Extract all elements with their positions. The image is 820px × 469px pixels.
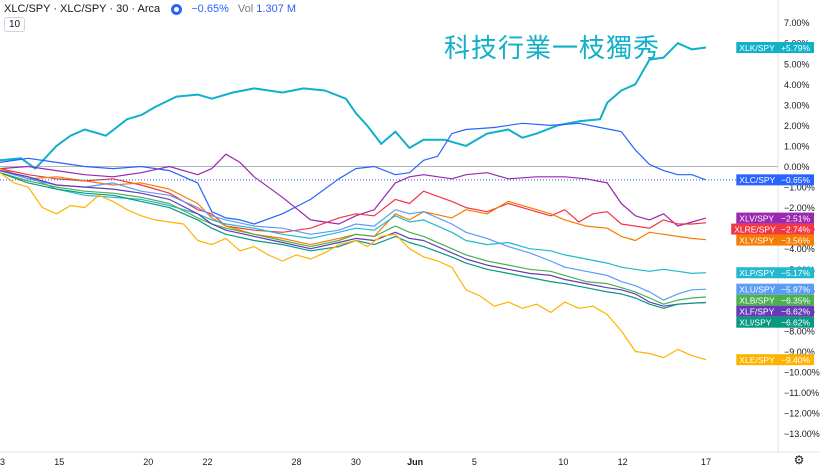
series-value-tag bbox=[778, 234, 814, 246]
series-name-tag bbox=[731, 223, 778, 235]
x-tick-label: 22 bbox=[203, 457, 213, 467]
series-value-label: −9.40% bbox=[781, 355, 811, 365]
x-tick-label: 13 bbox=[0, 457, 5, 467]
volume-value: 1.307 M bbox=[256, 3, 297, 16]
series-name-label: XLC/SPY bbox=[739, 175, 775, 185]
series-value-tag bbox=[778, 42, 814, 54]
series-name-tag bbox=[736, 234, 778, 246]
series-name-tag bbox=[736, 305, 778, 317]
series-name-label: XLE/SPY bbox=[739, 355, 775, 365]
x-tick-label: 12 bbox=[618, 457, 628, 467]
x-tick-label: 10 bbox=[558, 457, 568, 467]
series-name-label: XLU/SPY bbox=[739, 284, 775, 294]
series-name-label: XLB/SPY bbox=[739, 295, 775, 305]
series-line bbox=[0, 170, 707, 274]
series-value-label: −2.74% bbox=[781, 224, 811, 234]
series-name-label: XLRE/SPY bbox=[734, 224, 776, 234]
y-tick-label: 5.00% bbox=[784, 59, 810, 69]
x-tick-label: 15 bbox=[54, 457, 64, 467]
series-name-tag bbox=[736, 283, 778, 295]
y-tick-label: 7.00% bbox=[784, 18, 810, 28]
y-tick-label: −2.00% bbox=[784, 203, 815, 213]
series-value-tag bbox=[778, 174, 814, 186]
y-tick-label: −4.00% bbox=[784, 244, 815, 254]
series-name-label: XLI/SPY bbox=[739, 317, 771, 327]
series-line bbox=[0, 42, 707, 170]
series-name-tag bbox=[736, 212, 778, 224]
x-tick-label: 28 bbox=[292, 457, 302, 467]
y-tick-label: −11.00% bbox=[784, 388, 819, 398]
series-value-tag bbox=[778, 267, 814, 279]
series-name-label: XLV/SPY bbox=[739, 213, 774, 223]
y-tick-label: −9.00% bbox=[784, 347, 815, 357]
series-name-label: XLP/SPY bbox=[739, 268, 775, 278]
series-value-label: −6.62% bbox=[781, 317, 811, 327]
y-tick-label: −13.00% bbox=[784, 429, 820, 439]
y-tick-label: 1.00% bbox=[784, 141, 810, 151]
series-value-label: −0.65% bbox=[781, 175, 811, 185]
series-name-label: XLF/SPY bbox=[739, 306, 774, 316]
series-name-tag bbox=[736, 354, 778, 366]
gear-icon[interactable]: ⚙ bbox=[793, 453, 805, 467]
series-name-tag bbox=[736, 267, 778, 279]
series-name-tag bbox=[736, 174, 778, 186]
series-line bbox=[0, 170, 707, 301]
series-value-label: −6.35% bbox=[781, 295, 811, 305]
series-value-tag bbox=[778, 316, 814, 328]
series-value-tag bbox=[778, 212, 814, 224]
series-value-label: +5.79% bbox=[781, 43, 811, 53]
x-tick-label: 17 bbox=[701, 457, 711, 467]
series-value-tag bbox=[778, 305, 814, 317]
price-change: −0.65% bbox=[191, 3, 229, 16]
series-line bbox=[0, 172, 707, 361]
series-name-label: XLY/SPY bbox=[739, 235, 774, 245]
series-line bbox=[0, 168, 707, 233]
eye-icon[interactable] bbox=[171, 3, 183, 15]
x-tick-label: 20 bbox=[143, 457, 153, 467]
series-line bbox=[0, 172, 707, 309]
series-line bbox=[0, 153, 707, 227]
x-tick-label: 30 bbox=[351, 457, 361, 467]
series-line bbox=[0, 170, 707, 307]
series-name-tag bbox=[736, 42, 778, 54]
series-value-tag bbox=[778, 354, 814, 366]
symbol-line[interactable]: XLC/SPY · XLC/SPY · 30 · Arca bbox=[4, 3, 161, 16]
series-value-label: −3.56% bbox=[781, 235, 811, 245]
y-tick-label: −12.00% bbox=[784, 409, 820, 419]
series-name-tag bbox=[736, 316, 778, 328]
series-value-tag bbox=[778, 283, 814, 295]
series-line bbox=[0, 168, 707, 246]
series-value-tag bbox=[778, 223, 814, 235]
series-line bbox=[0, 122, 707, 225]
series-value-label: −5.97% bbox=[781, 284, 811, 294]
series-name-label: XLK/SPY bbox=[739, 43, 775, 53]
lot-size-label: 10 bbox=[9, 19, 21, 30]
x-tick-label: 5 bbox=[472, 457, 477, 467]
series-value-label: −2.51% bbox=[781, 213, 811, 223]
y-tick-label: 2.00% bbox=[784, 121, 810, 131]
volume-label: Vol bbox=[237, 3, 254, 16]
y-tick-label: −8.00% bbox=[784, 326, 815, 336]
series-value-label: −5.17% bbox=[781, 268, 811, 278]
y-tick-label: 4.00% bbox=[784, 80, 810, 90]
series-value-label: −6.62% bbox=[781, 306, 811, 316]
series-value-tag bbox=[778, 294, 814, 306]
chart-annotation-title: 科技行業一枝獨秀 bbox=[444, 34, 661, 64]
y-tick-label: 3.00% bbox=[784, 100, 810, 110]
series-name-tag bbox=[736, 294, 778, 306]
y-tick-label: −10.00% bbox=[784, 368, 820, 378]
lot-size-box[interactable]: 10 bbox=[4, 17, 26, 32]
y-tick-label: −1.00% bbox=[784, 183, 815, 193]
series-line bbox=[0, 172, 707, 305]
y-tick-label: 0.00% bbox=[784, 162, 810, 172]
chart-header: XLC/SPY · XLC/SPY · 30 · Arca −0.65% Vol… bbox=[4, 3, 296, 15]
x-tick-label: Jun bbox=[407, 457, 423, 467]
